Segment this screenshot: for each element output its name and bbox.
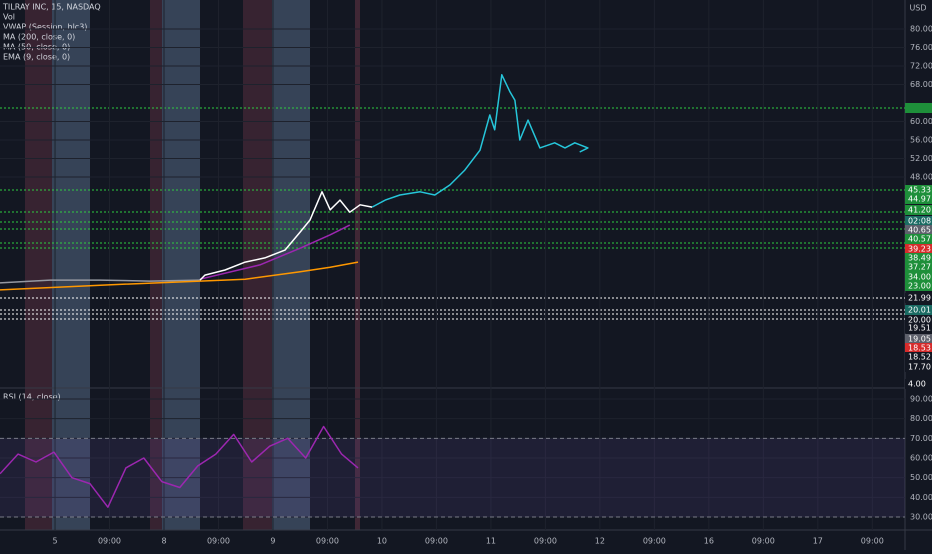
y-tick-label: 56.00 (910, 136, 932, 145)
level-lines (0, 107, 905, 320)
y-tick-label: 40.00 (910, 493, 932, 502)
series-line (199, 191, 373, 281)
legend-item: EMA (9, close, 0) (3, 53, 70, 62)
x-tick-label: 17 (813, 537, 823, 546)
series-line (199, 224, 351, 280)
band (150, 0, 162, 530)
price-badge (905, 253, 932, 263)
price-badge (905, 334, 932, 344)
band (52, 0, 90, 530)
y-tick-label: 72.00 (910, 62, 932, 71)
price-badge (905, 194, 932, 204)
price-label: 02:08 (908, 217, 931, 226)
legend-title: TILRAY INC, 15, NASDAQ (2, 3, 101, 12)
price-badge (905, 216, 932, 226)
price-badge (905, 281, 932, 291)
x-tick-label: 09:00 (207, 537, 230, 546)
x-tick-label: 09:00 (316, 537, 339, 546)
price-badge (905, 205, 932, 215)
price-badge (905, 352, 932, 362)
price-label: 44.97 (908, 195, 931, 204)
y-tick-label: 80.00 (910, 414, 932, 423)
price-label: 23.00 (908, 282, 931, 291)
band (162, 0, 200, 530)
y-tick-label: 76.00 (910, 43, 932, 52)
x-tick-label: 10 (377, 537, 387, 546)
x-tick-label: 09:00 (861, 537, 884, 546)
price-badge (905, 272, 932, 282)
series-line (0, 425, 359, 508)
rsi-title: RSI (14, close) (3, 393, 61, 402)
price-label: 45.33 (908, 186, 931, 195)
price-label: 19.05 (908, 335, 931, 344)
price-badge (905, 379, 932, 389)
series-line (0, 261, 359, 291)
price-badge (905, 323, 932, 333)
legend-item: VWAP (Session, hlc3) (3, 23, 87, 32)
price-label: 21.99 (908, 294, 931, 303)
x-tick-label: 09:00 (752, 537, 775, 546)
x-tick-label: 09:00 (643, 537, 666, 546)
y-tick-label: 48.00 (910, 173, 932, 182)
y-tick-label: 68.00 (910, 80, 932, 89)
band (355, 0, 360, 530)
price-badge (905, 103, 932, 113)
price-badge (905, 315, 932, 325)
x-tick-label: 9 (270, 537, 275, 546)
price-label: 20.00 (908, 316, 931, 325)
y-tick-label: 90.00 (910, 395, 932, 404)
y-tick-label: 80.00 (910, 24, 932, 33)
y-tick-label: 50.00 (910, 473, 932, 482)
price-label: 18.52 (908, 353, 931, 362)
price-label: 20.01 (908, 306, 931, 315)
price-badge (905, 185, 932, 195)
band (25, 0, 52, 530)
x-tick-label: 8 (161, 537, 166, 546)
x-tick-label: 09:00 (534, 537, 557, 546)
price-label: 19.51 (908, 324, 931, 333)
price-badge (905, 343, 932, 353)
price-label: 41.20 (908, 206, 931, 215)
x-tick-label: 09:00 (425, 537, 448, 546)
y-tick-label: 60.00 (910, 454, 932, 463)
price-label: 17.70 (908, 363, 931, 372)
rsi-band (0, 438, 905, 518)
y-tick-label: 52.00 (910, 154, 932, 163)
x-tick-label: 11 (486, 537, 496, 546)
price-badge (905, 234, 932, 244)
x-tick-label: 5 (52, 537, 57, 546)
x-tick-label: 16 (704, 537, 714, 546)
series-line (0, 279, 201, 284)
price-label: 39.23 (908, 245, 931, 254)
series-line (371, 74, 589, 208)
x-tick-label: 12 (595, 537, 605, 546)
price-badge (905, 262, 932, 272)
y-tick-label: 70.00 (910, 434, 932, 443)
price-badge (905, 244, 932, 254)
price-label: 4.00 (908, 380, 926, 389)
price-label: 40.57 (908, 235, 931, 244)
price-label: 37.27 (908, 263, 931, 272)
price-badge (905, 305, 932, 315)
price-label: 38.49 (908, 254, 931, 263)
price-label: 34.00 (908, 273, 931, 282)
y-tick-label: 60.00 (910, 117, 932, 126)
price-badge (905, 293, 932, 303)
price-badge (905, 362, 932, 372)
currency: USD (909, 4, 926, 13)
x-tick-label: 09:00 (98, 537, 121, 546)
price-label: 40.65 (908, 226, 931, 235)
y-tick-label: 30.00 (910, 513, 932, 522)
legend-item: Vol (3, 13, 15, 22)
price-badge (905, 225, 932, 235)
legend-item: MA (200, close, 0) (3, 33, 75, 42)
price-label: 18.53 (908, 344, 931, 353)
